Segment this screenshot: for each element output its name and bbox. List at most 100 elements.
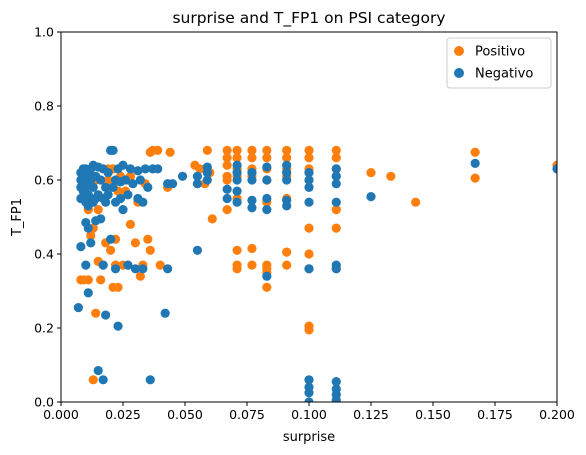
point-negativo-98	[262, 193, 272, 204]
point-negativo-123	[331, 171, 341, 181]
point-negativo-31	[93, 365, 103, 376]
chart-title: surprise and T_FP1 on PSI category	[172, 9, 445, 28]
point-negativo-121	[331, 197, 341, 207]
y-tick-label-5: 1.0	[34, 25, 54, 40]
y-tick-label-3: 0.6	[34, 173, 54, 188]
x-axis-title: surprise	[283, 430, 335, 445]
point-positivo-93	[304, 325, 314, 335]
y-tick-label-0: 0.0	[34, 395, 54, 410]
point-negativo-16	[83, 223, 93, 233]
point-negativo-79	[192, 245, 202, 255]
point-positivo-28	[125, 219, 136, 229]
x-tick-label-5: 0.125	[353, 407, 389, 422]
point-positivo-89	[304, 223, 314, 233]
point-positivo-67	[247, 243, 257, 254]
point-negativo-36	[98, 375, 108, 385]
point-negativo-35	[96, 175, 106, 185]
point-negativo-26	[88, 182, 98, 192]
point-positivo-94	[331, 145, 341, 155]
point-negativo-62	[128, 179, 138, 189]
point-positivo-56	[232, 153, 242, 163]
point-negativo-84	[202, 162, 212, 172]
point-negativo-105	[282, 160, 292, 170]
point-positivo-102	[386, 171, 396, 181]
point-negativo-68	[138, 197, 148, 207]
point-negativo-99	[262, 175, 272, 185]
point-positivo-60	[232, 245, 242, 255]
point-negativo-122	[331, 179, 341, 189]
point-positivo-78	[282, 145, 292, 155]
point-negativo-97	[262, 205, 272, 215]
point-negativo-58	[120, 175, 131, 185]
point-negativo-112	[304, 182, 314, 192]
point-positivo-62	[232, 264, 242, 274]
point-negativo-40	[101, 310, 111, 320]
point-negativo-37	[98, 260, 108, 270]
point-positivo-98	[331, 205, 341, 215]
point-positivo-5	[86, 230, 96, 241]
point-negativo-114	[304, 168, 314, 178]
point-negativo-1	[76, 242, 86, 252]
point-negativo-90	[232, 168, 242, 178]
point-positivo-32	[135, 271, 145, 281]
point-negativo-63	[130, 264, 140, 274]
point-positivo-104	[470, 147, 480, 157]
point-positivo-22	[113, 282, 123, 292]
point-positivo-63	[247, 145, 257, 155]
point-positivo-68	[247, 260, 257, 270]
point-positivo-84	[282, 260, 292, 270]
point-negativo-74	[160, 308, 170, 318]
point-negativo-127	[552, 164, 557, 174]
point-negativo-117	[331, 384, 341, 394]
x-tick-label-7: 0.175	[477, 407, 513, 422]
point-positivo-48	[207, 214, 217, 224]
x-tick-label-0: 0.000	[43, 407, 79, 422]
point-positivo-103	[411, 197, 421, 207]
point-negativo-93	[247, 195, 257, 205]
legend-label-positivo: Positivo	[475, 45, 525, 60]
point-negativo-120	[331, 260, 341, 270]
point-negativo-109	[304, 375, 314, 385]
point-negativo-77	[168, 179, 178, 189]
point-negativo-65	[133, 166, 143, 176]
point-negativo-104	[282, 168, 292, 178]
point-negativo-47	[108, 182, 118, 192]
legend-marker-positivo	[454, 46, 464, 56]
point-negativo-41	[101, 197, 111, 207]
point-negativo-48	[108, 145, 118, 155]
point-negativo-89	[232, 175, 242, 185]
point-positivo-64	[247, 153, 257, 163]
point-negativo-95	[247, 168, 257, 178]
points-layer	[73, 145, 557, 402]
point-negativo-44	[103, 168, 113, 178]
point-negativo-42	[101, 182, 111, 192]
point-positivo-39	[153, 145, 163, 155]
point-negativo-71	[145, 375, 155, 385]
point-negativo-100	[262, 162, 272, 172]
point-negativo-67	[138, 264, 148, 274]
point-negativo-69	[140, 164, 150, 174]
point-negativo-91	[232, 160, 242, 170]
point-negativo-81	[192, 171, 202, 181]
point-positivo-36	[145, 245, 155, 255]
y-tick-label-4: 0.8	[34, 99, 54, 114]
point-positivo-105	[470, 173, 480, 183]
point-positivo-30	[130, 238, 140, 248]
point-positivo-101	[366, 168, 376, 178]
y-axis: 0.0 0.2 0.4 0.6 0.8 1.0	[34, 25, 61, 410]
y-axis-title: T_FP1	[10, 198, 25, 237]
point-negativo-57	[118, 160, 128, 170]
point-negativo-82	[202, 175, 212, 185]
point-positivo-3	[83, 275, 93, 285]
point-positivo-12	[96, 275, 106, 285]
point-negativo-111	[304, 197, 314, 207]
point-negativo-92	[247, 203, 257, 213]
point-positivo-53	[222, 175, 232, 185]
point-negativo-73	[153, 164, 163, 174]
point-negativo-34	[96, 214, 106, 224]
point-positivo-86	[304, 153, 314, 163]
point-negativo-80	[192, 179, 202, 189]
point-positivo-40	[155, 260, 165, 270]
legend-marker-negativo	[454, 68, 464, 78]
